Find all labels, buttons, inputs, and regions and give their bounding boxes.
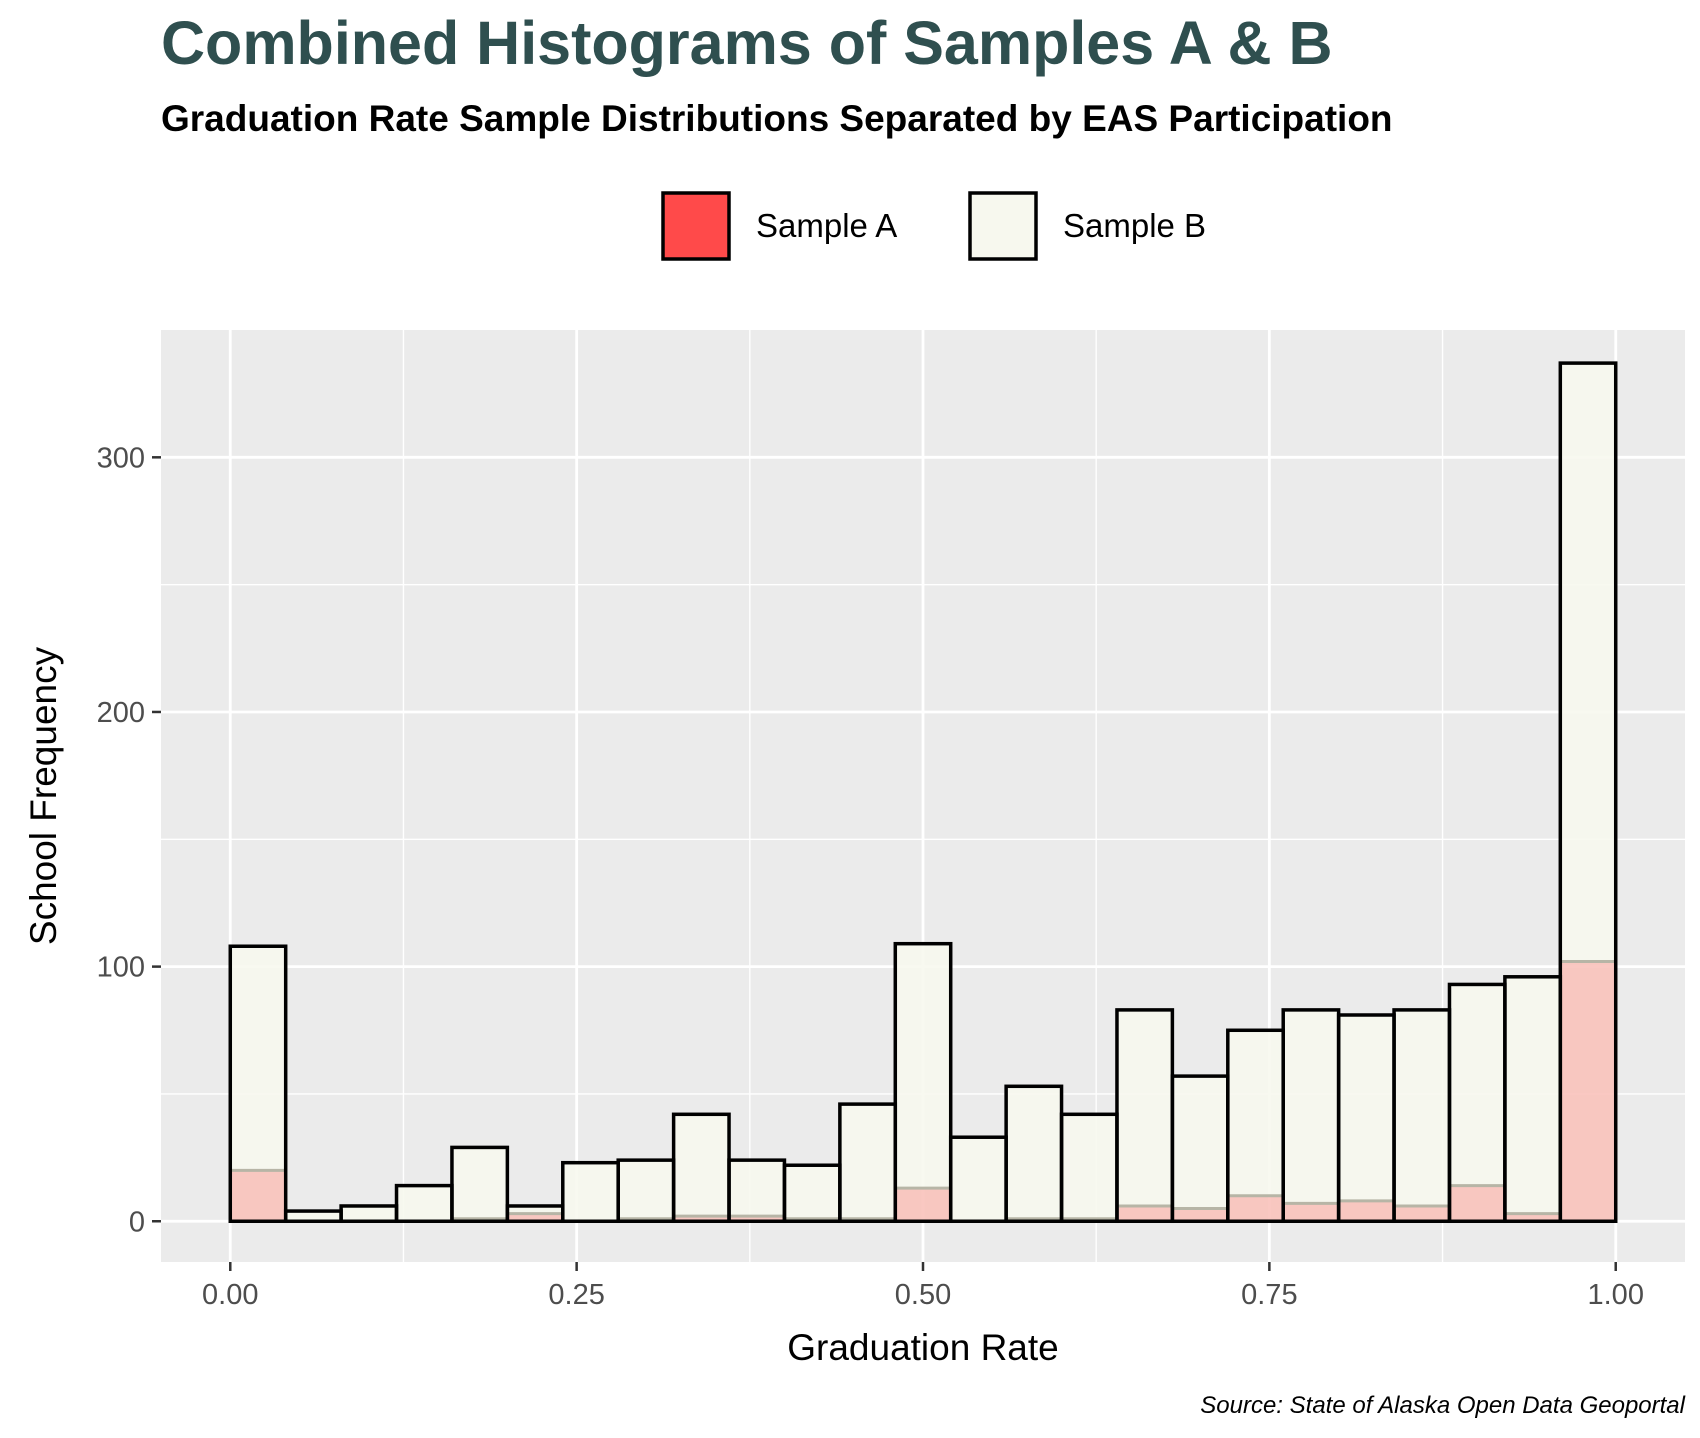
sample-b-bar [1172, 1076, 1228, 1222]
source-caption: Source: State of Alaska Open Data Geopor… [1200, 1392, 1685, 1419]
sample-b-bar [1504, 976, 1561, 1222]
chart-subtitle: Graduation Rate Sample Distributions Sep… [161, 98, 1393, 139]
sample-b-bar [230, 946, 286, 1222]
sample-b-bar [1283, 1009, 1339, 1222]
sample-b-bar-outline [1558, 361, 1618, 1224]
sample-b-bar [673, 1114, 730, 1222]
y-axis-title: School Frequency [23, 646, 64, 945]
sample-b-bar [895, 943, 951, 1222]
sample-a-bar [1560, 961, 1616, 1222]
x-tick-label: 1.00 [1588, 1279, 1644, 1311]
sample-b-bar [562, 1162, 619, 1222]
sample-a-bar [1449, 1185, 1505, 1222]
x-tick-label: 0.50 [895, 1279, 951, 1311]
sample-a-bar [230, 1170, 286, 1222]
sample-b-bar [451, 1147, 508, 1222]
legend-label-sample-b: Sample B [1063, 207, 1206, 244]
sample-b-bars [230, 363, 1616, 1222]
sample-b-bar [341, 1205, 397, 1222]
y-tick-label: 100 [97, 952, 145, 984]
y-tick-label: 300 [97, 442, 145, 474]
sample-b-bar [839, 1104, 896, 1222]
axes: 0.00 0.25 0.50 0.75 1.00 0 100 200 300 [97, 442, 1644, 1311]
legend-label-sample-a: Sample A [756, 207, 897, 244]
sample-b-bar [1061, 1114, 1117, 1222]
legend-key-sample-a [661, 191, 731, 261]
sample-a-bar [1172, 1208, 1228, 1222]
sample-b-bar-outline [450, 1145, 510, 1224]
sample-a-bar [1283, 1203, 1339, 1222]
sample-a-bar [729, 1216, 785, 1222]
sample-a-bar [673, 1216, 730, 1222]
sample-b-bar-outline [893, 941, 953, 1224]
sample-b-bar [1338, 1014, 1395, 1222]
sample-b-bar-outline [228, 944, 288, 1224]
sample-b-bar [1560, 363, 1616, 1222]
legend-key-sample-b [968, 191, 1038, 261]
sample-b-bar [285, 1211, 342, 1222]
sample-b-bar [1227, 1030, 1284, 1222]
sample-a-bar [1227, 1195, 1284, 1222]
x-tick-label: 0.00 [202, 1279, 258, 1311]
chart-title: Combined Histograms of Samples A & B [161, 9, 1333, 77]
y-tick-label: 0 [129, 1206, 145, 1238]
sample-b-bar [1006, 1086, 1062, 1222]
y-tick-label: 200 [97, 697, 145, 729]
sample-b-bar [396, 1185, 452, 1222]
sample-b-bar [1394, 1009, 1450, 1222]
sample-a-bar [895, 1188, 951, 1222]
sample-a-bar [1116, 1205, 1173, 1222]
sample-b-bar [618, 1160, 674, 1222]
sample-a-bar [1394, 1205, 1450, 1222]
x-axis-title: Graduation Rate [787, 1327, 1059, 1368]
sample-a-bar [1338, 1200, 1395, 1222]
sample-a-bar [507, 1213, 563, 1222]
x-tick-label: 0.75 [1241, 1279, 1297, 1311]
legend: Sample A Sample B [661, 191, 1206, 261]
sample-a-bar [1504, 1213, 1561, 1222]
sample-b-bar [784, 1165, 840, 1222]
sample-b-bar [1449, 984, 1505, 1222]
sample-b-bar [729, 1160, 785, 1222]
bar-outlines [228, 361, 1618, 1224]
x-tick-label: 0.25 [548, 1279, 604, 1311]
sample-a-bars [230, 960, 1616, 1222]
sample-b-bar [950, 1137, 1007, 1222]
sample-b-bar [1116, 1009, 1173, 1222]
